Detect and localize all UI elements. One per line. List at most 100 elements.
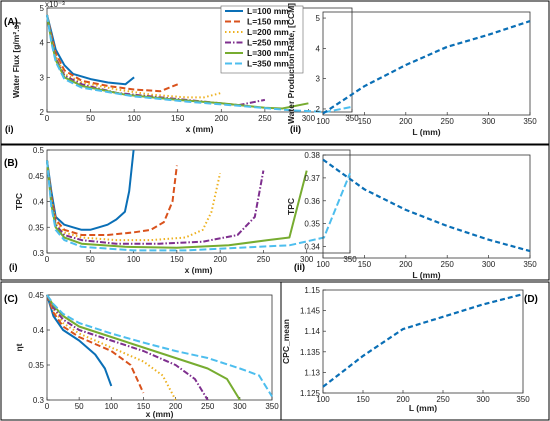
x-tick-label: 250 bbox=[258, 114, 272, 123]
x-tick-label: 250 bbox=[257, 255, 271, 264]
y-exponent-label: x10⁻³ bbox=[45, 0, 65, 9]
series-line-350 bbox=[46, 294, 273, 398]
x-tick-label: 0 bbox=[45, 255, 50, 264]
x-tick-label: 200 bbox=[213, 255, 227, 264]
x-axis-label: L (mm) bbox=[412, 270, 440, 280]
y-tick-label: 0.45 bbox=[28, 291, 44, 300]
x-tick-label: 100 bbox=[316, 260, 330, 269]
legend-entry: L=200 mm bbox=[247, 27, 289, 37]
y-tick-label: 0.34 bbox=[304, 243, 320, 252]
x-tick-label: 150 bbox=[356, 395, 370, 404]
x-tick-label: 200 bbox=[215, 114, 229, 123]
x-tick-label: 350 bbox=[523, 260, 537, 269]
y-tick-label: 0.36 bbox=[304, 197, 320, 206]
x-tick-label: 300 bbox=[300, 255, 314, 264]
series-line-main bbox=[322, 20, 531, 115]
x-tick-label: 0 bbox=[45, 402, 50, 411]
x-axis-label: L (mm) bbox=[409, 403, 437, 413]
y-axis-label: TPC bbox=[286, 198, 296, 215]
legend-entry: L=350 mm bbox=[247, 59, 289, 69]
sublabel: (i) bbox=[9, 262, 18, 272]
series-line-250 bbox=[46, 294, 209, 401]
x-tick-label: 200 bbox=[396, 395, 410, 404]
panel-a-frame bbox=[0, 0, 550, 145]
y-axis-label: ηt bbox=[14, 343, 24, 351]
y-tick-label: 0.4 bbox=[33, 198, 45, 207]
x-tick-label: 200 bbox=[399, 260, 413, 269]
x-tick-label: 0 bbox=[45, 114, 50, 123]
x-tick-label: 300 bbox=[482, 117, 496, 126]
chart-a-i: 0 50 100 150 200 250 300 350 2 3 4 5 x (mm) Water Flu… bbox=[5, 0, 359, 134]
x-tick-label: 150 bbox=[137, 402, 151, 411]
series-line-350 bbox=[46, 160, 351, 252]
y-tick-label: 4 bbox=[316, 44, 321, 53]
y-tick-label: 3 bbox=[40, 73, 45, 82]
legend-box bbox=[220, 5, 304, 74]
series-line-150 bbox=[46, 14, 179, 93]
x-axis-label: x (mm) bbox=[146, 409, 174, 419]
y-tick-label: 0.5 bbox=[33, 146, 45, 155]
y-tick-label: 2 bbox=[316, 105, 321, 114]
y-tick-label: 0.3 bbox=[33, 249, 45, 258]
sublabel: (ii) bbox=[294, 262, 305, 272]
panel-d-frame bbox=[280, 281, 550, 421]
y-tick-label: 1.15 bbox=[304, 286, 320, 295]
y-tick-label: 2 bbox=[40, 108, 45, 117]
x-tick-label: 150 bbox=[358, 260, 372, 269]
sublabel: (i) bbox=[5, 124, 14, 134]
panel-b-frame bbox=[0, 144, 550, 281]
legend-entry: L=100 mm bbox=[247, 6, 289, 16]
series-line-100 bbox=[46, 294, 113, 387]
plot-area bbox=[322, 289, 524, 394]
y-tick-label: 0.38 bbox=[304, 151, 320, 160]
y-tick-label: 5 bbox=[40, 4, 45, 13]
x-tick-label: 50 bbox=[86, 255, 95, 264]
panel-c-label: (C) bbox=[4, 294, 18, 305]
x-tick-label: 100 bbox=[105, 402, 119, 411]
x-tick-label: 300 bbox=[302, 114, 316, 123]
x-tick-label: 200 bbox=[169, 402, 183, 411]
series-line-300 bbox=[46, 294, 241, 401]
panel-b-label: (B) bbox=[4, 158, 18, 169]
y-tick-label: 0.35 bbox=[304, 220, 320, 229]
x-tick-label: 150 bbox=[358, 117, 372, 126]
y-tick-label: 1.145 bbox=[300, 307, 321, 316]
x-tick-label: 250 bbox=[436, 395, 450, 404]
x-axis-label: L (mm) bbox=[412, 127, 440, 137]
y-axis-label: CPC_mean bbox=[281, 319, 291, 364]
y-tick-label: 0.3 bbox=[33, 396, 45, 405]
y-tick-label: 0.35 bbox=[28, 223, 44, 232]
series-line-150 bbox=[46, 294, 145, 394]
y-tick-label: 5 bbox=[316, 14, 321, 23]
x-tick-label: 350 bbox=[265, 402, 279, 411]
y-tick-label: 0.4 bbox=[33, 326, 45, 335]
chart-b-i: 0 50 100 150 200 250 300 350 0.3 0.35 0.4 0.45 0.5 x … bbox=[9, 146, 357, 275]
y-tick-label: 4 bbox=[40, 39, 45, 48]
x-tick-label: 350 bbox=[343, 255, 357, 264]
x-tick-label: 50 bbox=[86, 114, 95, 123]
x-axis-label: x (mm) bbox=[186, 124, 214, 134]
y-axis-label: TPC bbox=[14, 193, 24, 210]
x-tick-label: 250 bbox=[441, 260, 455, 269]
x-tick-label: 100 bbox=[316, 395, 330, 404]
x-tick-label: 350 bbox=[345, 114, 359, 123]
x-tick-label: 250 bbox=[201, 402, 215, 411]
plot-area bbox=[46, 7, 353, 113]
x-tick-label: 350 bbox=[523, 117, 537, 126]
plot-area bbox=[322, 11, 531, 116]
series-line-200 bbox=[46, 294, 177, 401]
x-tick-label: 50 bbox=[75, 402, 84, 411]
y-tick-label: 3 bbox=[316, 75, 321, 84]
x-tick-label: 300 bbox=[482, 260, 496, 269]
x-tick-label: 250 bbox=[441, 117, 455, 126]
x-tick-label: 150 bbox=[170, 255, 184, 264]
x-tick-label: 100 bbox=[127, 255, 141, 264]
series-line-100 bbox=[46, 14, 135, 86]
x-tick-label: 300 bbox=[476, 395, 490, 404]
x-axis-label: x (mm) bbox=[185, 265, 213, 275]
legend-entry: L=300 mm bbox=[247, 48, 289, 58]
sublabel: (ii) bbox=[290, 124, 301, 134]
chart-b-ii: 100 150 200 250 300 350 0.34 0.35 0.36 0.37 0.38 L … bbox=[286, 151, 537, 280]
y-tick-label: 0.35 bbox=[28, 361, 44, 370]
